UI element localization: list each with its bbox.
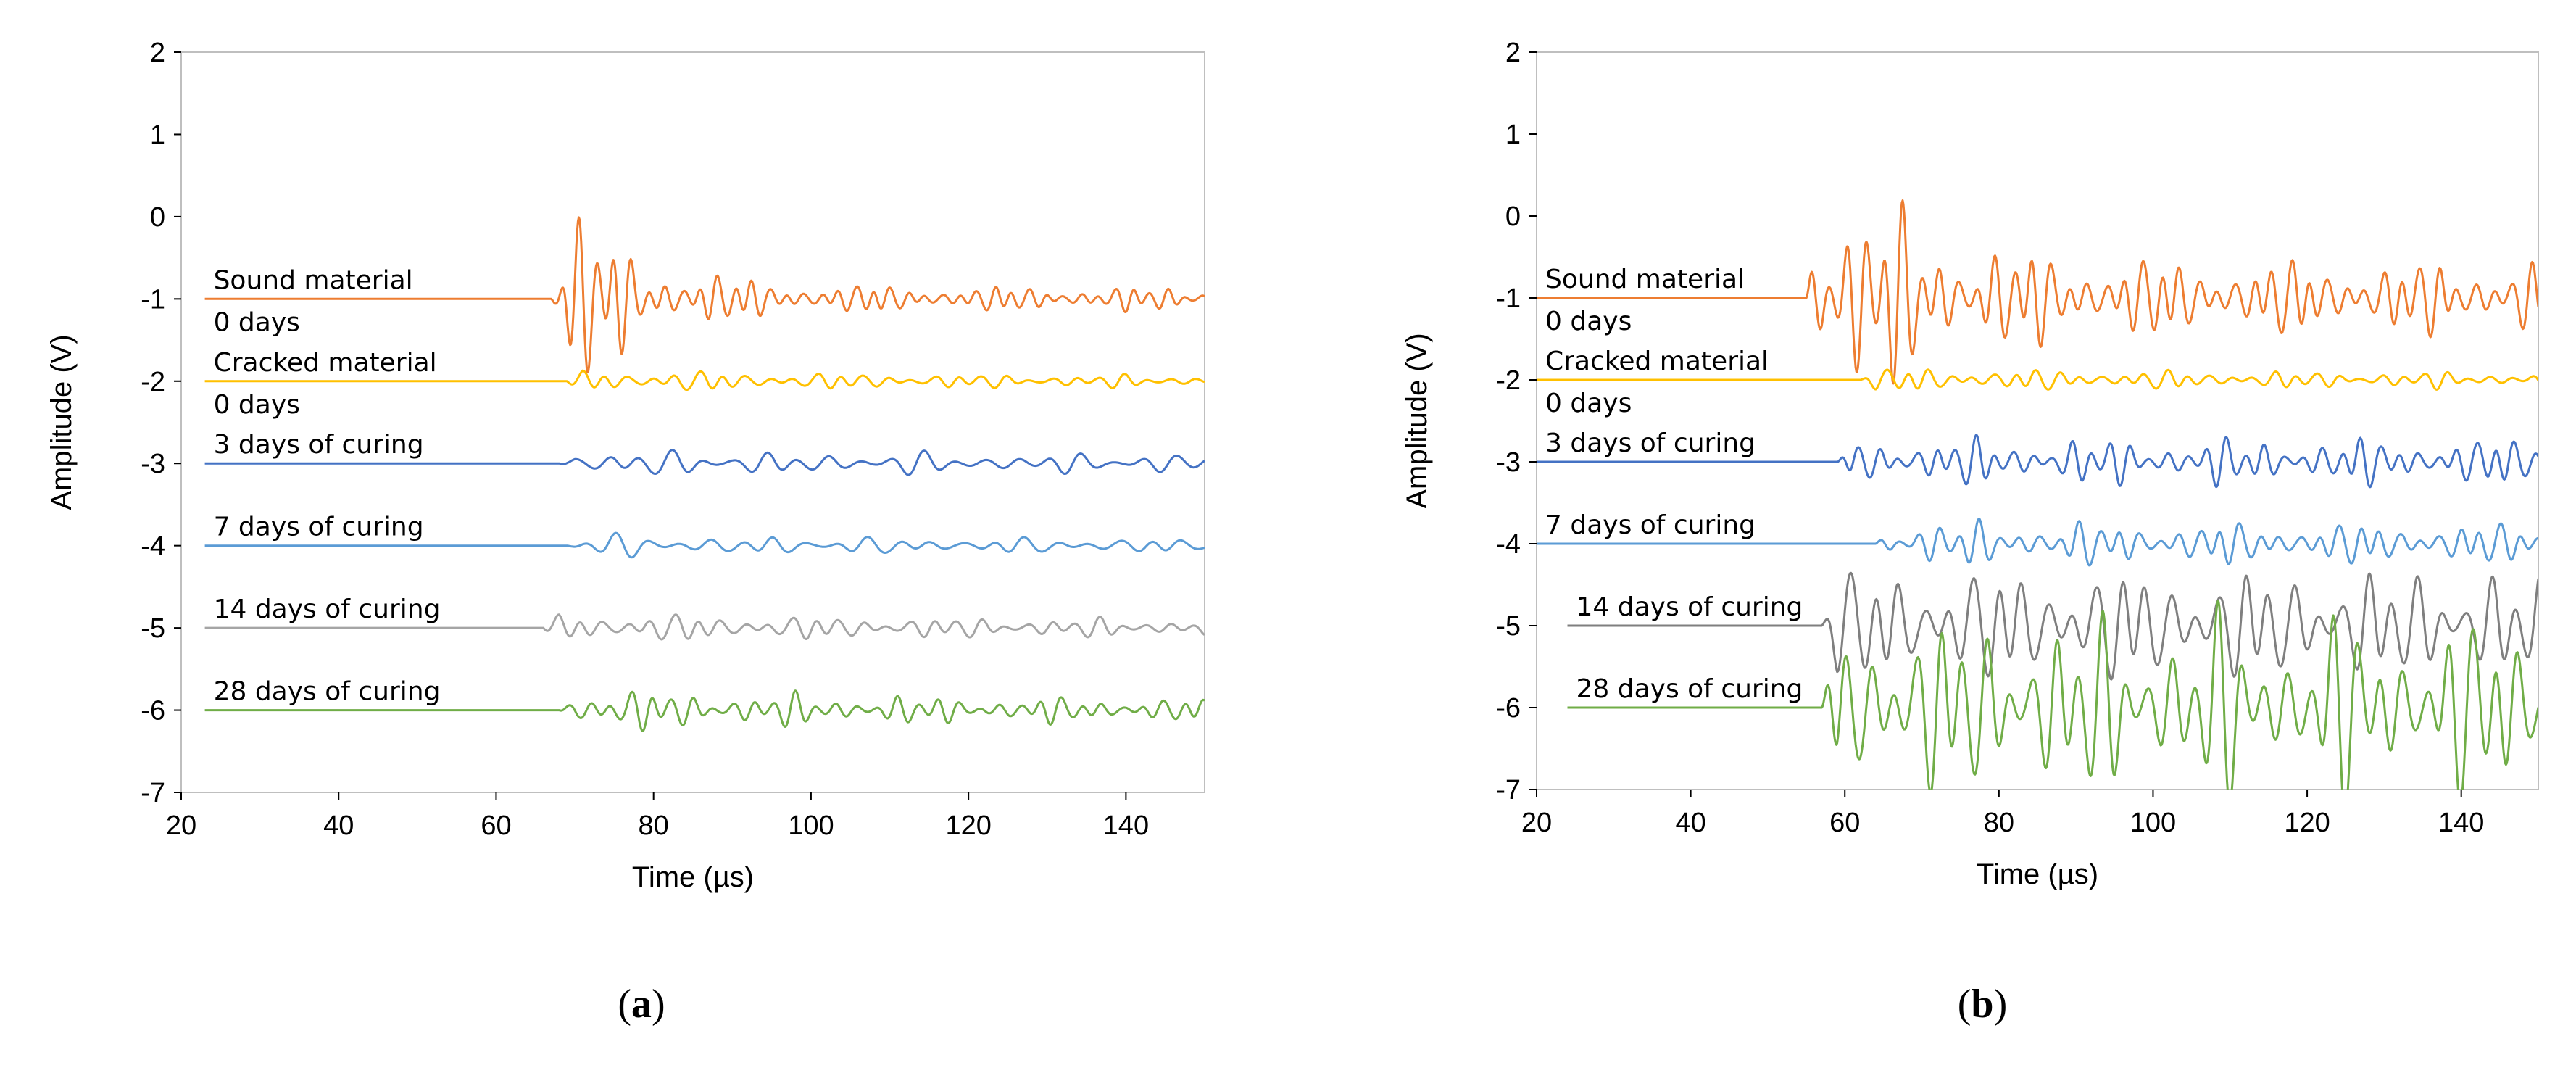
series-line: [204, 531, 1205, 559]
y-tick-label: -3: [1496, 447, 1521, 478]
series-line: [1537, 518, 2538, 567]
x-tick-label: 100: [2130, 808, 2176, 838]
series-label: 28 days of curing: [214, 677, 441, 707]
y-tick-label: -4: [141, 531, 165, 562]
x-axis-title: Time (µs): [632, 861, 754, 893]
y-tick-label: -1: [1496, 283, 1521, 314]
x-tick-label: 80: [639, 811, 669, 841]
x-tick-label: 140: [1103, 811, 1149, 841]
series-label: Sound material: [1545, 265, 1745, 294]
x-axis-title: Time (µs): [1977, 858, 2098, 890]
y-tick-label: 1: [1505, 120, 1521, 150]
plot-area-frame: [1536, 51, 2539, 790]
caption-letter: a: [631, 982, 652, 1027]
series-line: [204, 216, 1205, 373]
x-tick-label: 20: [166, 811, 196, 841]
series-label: 14 days of curing: [1576, 592, 1803, 622]
panel-b: 2 1 0 -1 -2 -3 -4 -5 -6 -720 40 60 80 100 120 140 Time (…: [1401, 38, 2539, 1027]
series-label: 28 days of curing: [1576, 674, 1803, 704]
series-line: [204, 613, 1205, 641]
caption-open-paren: (: [1958, 982, 1972, 1027]
y-tick-label: 0: [1505, 202, 1521, 232]
y-tick-label: -6: [141, 696, 165, 726]
series-line: [1537, 434, 2538, 489]
series-label: Sound material: [214, 265, 413, 295]
x-tick-label: 140: [2438, 808, 2484, 838]
x-tick-label: 120: [2284, 808, 2330, 838]
series-line: [1537, 199, 2538, 385]
series-label: 0 days: [214, 390, 300, 420]
panel-a: 2 1 0 -1 -2 -3 -4 -5 -6 -720 40 60 80 100 120 140 Time (…: [46, 38, 1205, 1027]
series-label: 14 days of curing: [214, 594, 441, 624]
series-line: [204, 449, 1205, 476]
series-label: 7 days of curing: [1545, 510, 1756, 540]
series-label: 0 days: [214, 307, 300, 337]
y-tick-label: 0: [150, 202, 165, 233]
series-label: 3 days of curing: [214, 430, 424, 460]
y-tick-label: -3: [141, 449, 165, 479]
caption-open-paren: (: [618, 982, 631, 1027]
series-label: 3 days of curing: [1545, 428, 1756, 458]
y-tick-label: -4: [1496, 529, 1521, 560]
series-label: Cracked material: [1545, 347, 1769, 376]
caption-letter: b: [1971, 982, 1993, 1027]
series-line: [1567, 571, 2538, 681]
x-tick-label: 120: [945, 811, 991, 841]
y-tick-label: -7: [1496, 775, 1521, 805]
y-axis-title: Amplitude (V): [1401, 333, 1433, 508]
y-tick-label: -6: [1496, 693, 1521, 724]
panel-caption: (a): [618, 982, 665, 1027]
series-label: 0 days: [1545, 389, 1632, 418]
y-tick-label: -1: [141, 284, 165, 315]
x-tick-label: 80: [1984, 808, 2014, 838]
y-tick-label: 2: [1505, 38, 1521, 68]
series-line: [204, 689, 1205, 732]
series-label: 7 days of curing: [214, 513, 424, 542]
y-tick-label: -2: [1496, 365, 1521, 396]
x-tick-label: 60: [481, 811, 511, 841]
y-tick-label: 2: [150, 38, 165, 68]
x-tick-label: 60: [1829, 808, 1860, 838]
series-label: Cracked material: [214, 348, 437, 378]
y-axis-title: Amplitude (V): [46, 334, 78, 510]
caption-close-paren: ): [652, 982, 665, 1027]
series-line: [1567, 600, 2538, 790]
series-line: [204, 369, 1205, 391]
series-label: 0 days: [1545, 307, 1632, 336]
panel-caption: (b): [1958, 982, 2007, 1027]
y-tick-label: -5: [141, 613, 165, 644]
y-tick-label: -7: [141, 778, 165, 808]
y-tick-label: -5: [1496, 611, 1521, 642]
series-line: [1537, 368, 2538, 391]
plot-area-frame: [180, 51, 1205, 793]
x-tick-label: 100: [788, 811, 834, 841]
x-tick-label: 20: [1521, 808, 1552, 838]
y-tick-label: 1: [150, 120, 165, 150]
y-tick-label: -2: [141, 367, 165, 397]
x-tick-label: 40: [1675, 808, 1705, 838]
caption-close-paren: ): [1994, 982, 2008, 1027]
x-tick-label: 40: [323, 811, 354, 841]
